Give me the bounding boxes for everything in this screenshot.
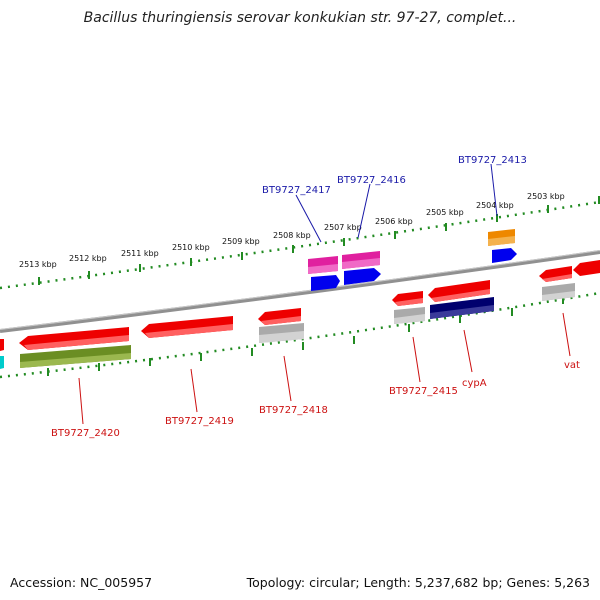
label-bt9727-2420[interactable]: BT9727_2420	[51, 428, 120, 439]
bottom-strand-genes	[0, 260, 600, 369]
gene-bt9727-2417-b[interactable]	[311, 275, 340, 291]
ruler-kbp-label: 2508 kbp	[273, 231, 311, 240]
label-bt9727-2417[interactable]: BT9727_2417	[262, 185, 331, 196]
map-title: Bacillus thuringiensis serovar konkukian…	[83, 10, 517, 26]
ruler-kbp-label: 2509 kbp	[222, 237, 260, 246]
gene-bt9727-2415-b-shade	[394, 314, 425, 324]
label-bt9727-2415[interactable]: BT9727_2415	[389, 386, 458, 397]
label-bt9727-2419[interactable]: BT9727_2419	[165, 416, 234, 427]
gene-bt9727-2417-a-shade	[308, 264, 338, 274]
ruler-labels: 2513 kbp 2512 kbp 2511 kbp 2510 kbp 2509 kbp…	[19, 192, 565, 269]
ruler-kbp-label: 2511 kbp	[121, 249, 159, 258]
label-vat[interactable]: vat	[564, 360, 580, 371]
genome-backbone	[0, 250, 600, 333]
upper-ruler	[0, 200, 600, 290]
gene-vat-shade	[542, 274, 572, 282]
topology-text: Topology: circular; Length: 5,237,682 bp…	[246, 575, 590, 590]
lower-ruler	[0, 291, 600, 379]
ruler-kbp-label: 2512 kbp	[69, 254, 107, 263]
label-bt9727-2418[interactable]: BT9727_2418	[259, 405, 328, 416]
gene-bt9727-2418-shade	[261, 316, 301, 325]
ruler-kbp-label: 2506 kbp	[375, 217, 413, 226]
leader-lines	[78, 163, 571, 425]
gene-cypa-b-shade	[430, 305, 494, 319]
top-strand-genes	[308, 229, 517, 291]
gene-vat-c-shade	[542, 291, 575, 301]
gene-bt9727-2415-shade	[395, 298, 423, 306]
ruler-kbp-label: 2505 kbp	[426, 208, 464, 217]
ruler-kbp-label: 2513 kbp	[19, 260, 57, 269]
gene-bt9727-2416-b[interactable]	[344, 268, 381, 285]
ruler-kbp-label: 2510 kbp	[172, 243, 210, 252]
gene-bt9727-2416-a-shade	[342, 258, 380, 269]
ruler-kbp-label: 2504 kbp	[476, 201, 514, 210]
ruler-kbp-label: 2507 kbp	[324, 223, 362, 232]
gene-vat-b[interactable]	[573, 260, 600, 276]
gene-bt9727-2413-b[interactable]	[492, 248, 517, 263]
gene-bt9727-2420-shade	[24, 335, 129, 350]
label-bt9727-2416[interactable]: BT9727_2416	[337, 175, 406, 186]
genome-backbone-highlight	[0, 250, 600, 330]
gene-left-red[interactable]	[0, 339, 4, 351]
gene-left-cyan[interactable]	[0, 356, 4, 369]
gene-bt9727-2420-b-shade	[20, 353, 131, 368]
ruler-kbp-label: 2503 kbp	[527, 192, 565, 201]
gene-bt9727-2419-shade	[145, 324, 233, 338]
gene-bt9727-2418-b-shade	[259, 331, 304, 343]
gene-cypa-shade	[431, 289, 490, 302]
label-bt9727-2413[interactable]: BT9727_2413	[458, 155, 527, 166]
accession-text: Accession: NC_005957	[10, 575, 153, 590]
gene-bt9727-2413-a-shade	[488, 236, 515, 246]
label-cypa[interactable]: cypA	[462, 378, 487, 389]
